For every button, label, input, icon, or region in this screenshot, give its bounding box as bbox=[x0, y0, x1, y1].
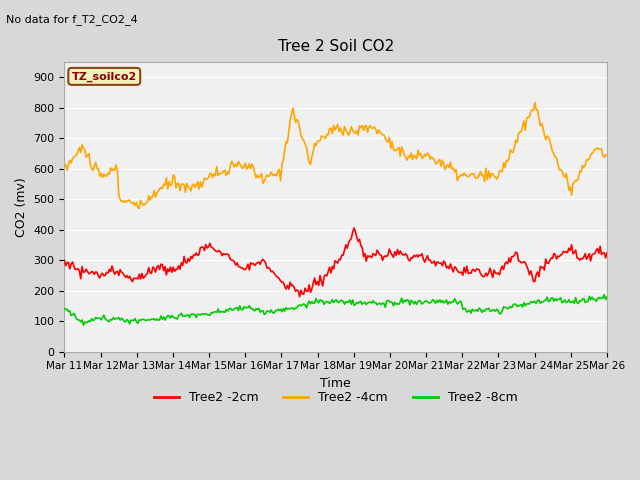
Title: Tree 2 Soil CO2: Tree 2 Soil CO2 bbox=[278, 39, 394, 54]
Y-axis label: CO2 (mv): CO2 (mv) bbox=[15, 177, 28, 237]
Text: No data for f_T2_CO2_4: No data for f_T2_CO2_4 bbox=[6, 14, 138, 25]
Text: TZ_soilco2: TZ_soilco2 bbox=[72, 71, 137, 82]
X-axis label: Time: Time bbox=[320, 377, 351, 390]
Legend: Tree2 -2cm, Tree2 -4cm, Tree2 -8cm: Tree2 -2cm, Tree2 -4cm, Tree2 -8cm bbox=[148, 386, 523, 409]
